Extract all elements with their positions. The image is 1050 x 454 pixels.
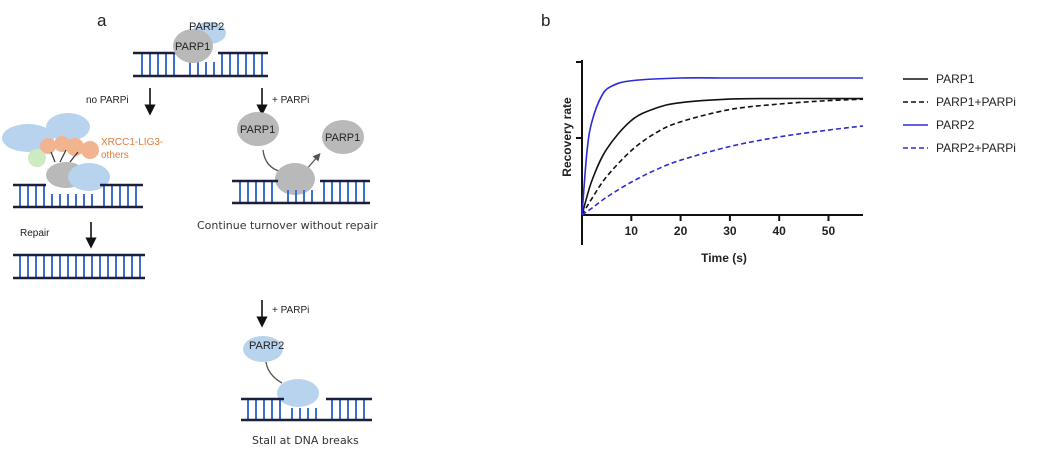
panel-b-label: b bbox=[541, 11, 550, 30]
par-chain-icon bbox=[50, 149, 79, 163]
caption-turnover: Continue turnover without repair bbox=[197, 219, 378, 232]
x-tick-label: 50 bbox=[822, 224, 836, 238]
arrow-plus-parpi-2-label: + PARPi bbox=[272, 305, 309, 316]
legend-label: PARP2+PARPi bbox=[936, 141, 1016, 155]
parp1-label-top: PARP1 bbox=[175, 41, 210, 53]
parp2-stall-branch: + PARPi PARP2 Stall at DNA breaks bbox=[241, 300, 372, 447]
y-axis-label: Recovery rate bbox=[560, 97, 574, 177]
parp1-label-released: PARP1 bbox=[325, 132, 360, 144]
series-line-parp1 bbox=[581, 97, 863, 216]
parp2-protein-trapped bbox=[277, 379, 319, 407]
parp2-protein-free bbox=[243, 336, 283, 362]
parp1-turnover-branch: PARP1 PARP1 Continue turnover without re… bbox=[197, 112, 378, 232]
parp1-protein-released bbox=[322, 120, 364, 154]
legend-label: PARP2 bbox=[936, 118, 975, 132]
parp2-label-free: PARP2 bbox=[249, 340, 284, 352]
arrow-no-parpi-label: no PARPi bbox=[86, 95, 129, 106]
parp1-protein-bound bbox=[275, 163, 315, 195]
x-tick-label: 30 bbox=[723, 224, 737, 238]
series-line-parp2-parpi bbox=[581, 125, 864, 216]
legend: PARP1 PARP1+PARPi PARP2 PARP2+PARPi bbox=[903, 72, 1016, 155]
parp2-label-top: PARP2 bbox=[189, 21, 224, 33]
legend-label: PARP1 bbox=[936, 72, 975, 86]
x-tick-label: 10 bbox=[625, 224, 639, 238]
complex-orange-1 bbox=[40, 138, 56, 154]
dna-break-top: PARP2 PARP1 bbox=[133, 21, 268, 78]
complex-label-line1: XRCC1-LIG3- bbox=[101, 137, 163, 148]
parp2-protein-left bbox=[68, 163, 110, 191]
parp1-protein-incoming bbox=[237, 112, 279, 146]
panel-b: b Recovery rate Time (s) 10 20 30 40 50 PARP… bbox=[541, 11, 1016, 265]
arrow-plus-parpi-1-label: + PARPi bbox=[272, 95, 309, 106]
series-line-parp1-parpi bbox=[581, 98, 864, 216]
caption-stall: Stall at DNA breaks bbox=[252, 434, 359, 447]
x-tick-label: 40 bbox=[773, 224, 787, 238]
series-line-parp2 bbox=[581, 76, 863, 216]
parp1-protein-top bbox=[173, 29, 213, 63]
binding-curve-arrow bbox=[262, 149, 283, 173]
repair-complex-branch: XRCC1-LIG3- others Repair bbox=[2, 113, 163, 280]
series-lines bbox=[581, 76, 864, 216]
complex-green-subunit bbox=[28, 149, 46, 167]
panel-a-label: a bbox=[97, 11, 107, 30]
panel-a: a PARP2 PARP1 no PARPi + PA bbox=[2, 11, 378, 447]
dna-repaired-rungs bbox=[19, 256, 141, 277]
stall-binding-curve bbox=[265, 361, 283, 384]
recovery-chart: Recovery rate Time (s) 10 20 30 40 50 bbox=[560, 60, 864, 265]
dna-left-rungs bbox=[19, 186, 137, 206]
x-tick-label: 20 bbox=[674, 224, 688, 238]
complex-blob-top bbox=[46, 113, 90, 141]
dna-top-rungs bbox=[141, 54, 263, 75]
dna-bottom-rungs bbox=[247, 400, 365, 419]
complex-orange-2 bbox=[54, 136, 70, 152]
dna-middle-rungs bbox=[239, 182, 365, 202]
arrow-repair-label: Repair bbox=[20, 228, 50, 239]
x-axis-label: Time (s) bbox=[701, 251, 747, 265]
complex-label-line2: others bbox=[101, 150, 129, 161]
parp1-label-incoming: PARP1 bbox=[240, 124, 275, 136]
x-ticks: 10 20 30 40 50 bbox=[625, 215, 836, 238]
complex-orange-4 bbox=[81, 141, 99, 159]
legend-label: PARP1+PARPi bbox=[936, 95, 1016, 109]
complex-orange-3 bbox=[66, 138, 84, 156]
